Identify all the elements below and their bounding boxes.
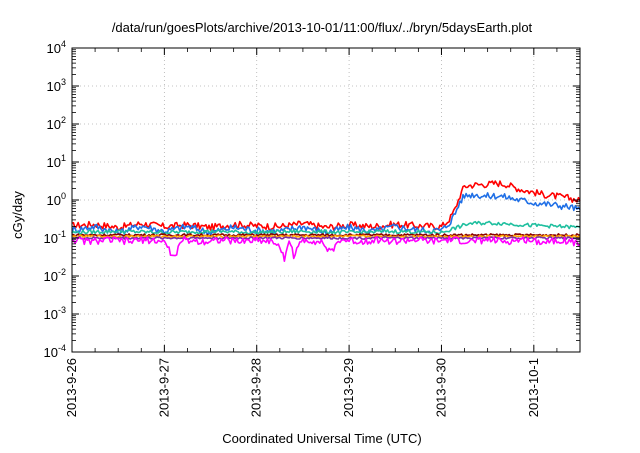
y-tick-label: 10-1: [44, 229, 66, 246]
x-tick-label: 2013-9-28: [249, 358, 264, 417]
series-line-purple: [71, 236, 581, 240]
series-line-dark-red: [71, 233, 581, 237]
series-line-teal: [71, 220, 581, 236]
y-tick-label: 103: [47, 77, 66, 94]
x-tick-labels: 2013-9-26 2013-9-27 2013-9-28 2013-9-29 2013…: [64, 358, 541, 417]
x-tick-label: 2013-9-26: [64, 358, 79, 417]
series-line-red: [71, 180, 581, 231]
x-tick-label: 2013-9-29: [341, 358, 356, 417]
axis-ticks: [71, 47, 581, 353]
y-tick-label: 10-4: [44, 343, 66, 360]
x-tick-label: 2013-9-27: [156, 358, 171, 417]
y-tick-label: 10-3: [44, 305, 66, 322]
y-tick-label: 100: [47, 191, 66, 208]
series-line-blue: [71, 192, 581, 236]
y-tick-label: 10-2: [44, 267, 66, 284]
y-axis-label: cGy/day: [10, 191, 25, 239]
y-tick-label: 102: [47, 115, 66, 132]
series-lines: [71, 180, 581, 262]
chart-title: /data/run/goesPlots/archive/2013-10-01/1…: [112, 20, 533, 35]
x-tick-label: 2013-10-1: [526, 358, 541, 417]
y-tick-labels: 10-4 10-3 10-2 10-1 100 101 102 103 104: [44, 39, 66, 360]
y-tick-label: 104: [47, 39, 66, 56]
x-tick-label: 2013-9-30: [433, 358, 448, 417]
series-line-magenta: [71, 235, 581, 262]
grid-lines: [72, 48, 580, 352]
y-tick-label: 101: [47, 153, 66, 170]
x-axis-label: Coordinated Universal Time (UTC): [222, 431, 421, 446]
